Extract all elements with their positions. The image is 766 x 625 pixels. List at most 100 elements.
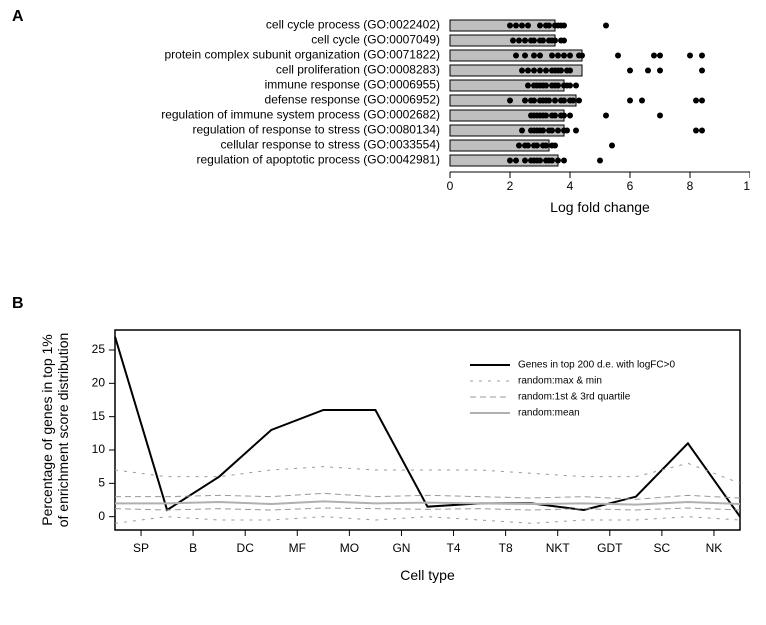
legend-label: random:max & min: [518, 376, 602, 387]
dot: [519, 128, 525, 134]
dot: [567, 83, 573, 89]
x-tick-label: MF: [289, 541, 306, 555]
dot: [552, 113, 558, 119]
dot: [543, 83, 549, 89]
panel-a-label: A: [12, 8, 24, 26]
dot: [525, 68, 531, 74]
category-label: regulation of apoptotic process (GO:0042…: [197, 153, 440, 167]
dot: [531, 38, 537, 44]
dot: [657, 53, 663, 59]
legend-label: random:1st & 3rd quartile: [518, 392, 631, 403]
dot: [699, 98, 705, 104]
y-tick-label: 5: [98, 476, 105, 490]
dot: [540, 38, 546, 44]
dot: [510, 38, 516, 44]
panel-b-label: B: [12, 295, 24, 313]
dot: [555, 83, 561, 89]
series-q1q3-upper: [115, 493, 740, 499]
dot: [540, 128, 546, 134]
dot: [516, 38, 522, 44]
dot: [522, 158, 528, 164]
dot: [615, 53, 621, 59]
category-label: protein complex subunit organization (GO…: [165, 48, 441, 62]
dot: [603, 23, 609, 29]
svg-text:Percentage of genes in top 1%: Percentage of genes in top 1%: [40, 334, 55, 525]
dot: [693, 128, 699, 134]
category-label: regulation of response to stress (GO:008…: [193, 123, 440, 137]
category-label: cell cycle (GO:0007049): [311, 33, 440, 47]
dot: [567, 113, 573, 119]
dot: [570, 98, 576, 104]
dot: [567, 53, 573, 59]
dot: [531, 53, 537, 59]
dot: [561, 23, 567, 29]
dot: [537, 53, 543, 59]
dot: [552, 98, 558, 104]
dot: [645, 68, 651, 74]
legend-label: random:mean: [518, 408, 580, 419]
dot: [546, 98, 552, 104]
dot: [543, 113, 549, 119]
dot: [537, 68, 543, 74]
x-tick-label: B: [189, 541, 197, 555]
dot: [555, 158, 561, 164]
x-tick-label: 2: [507, 179, 514, 193]
legend-label: Genes in top 200 d.e. with logFC>0: [518, 360, 675, 371]
dot: [627, 68, 633, 74]
dot: [561, 158, 567, 164]
category-label: regulation of immune system process (GO:…: [161, 108, 440, 122]
dot: [699, 68, 705, 74]
dot: [573, 83, 579, 89]
x-tick-label: 8: [687, 179, 694, 193]
x-tick-label: 6: [627, 179, 634, 193]
dot: [657, 113, 663, 119]
x-tick-label: SC: [654, 541, 671, 555]
dot: [573, 128, 579, 134]
x-tick-label: T4: [447, 541, 461, 555]
dot: [552, 38, 558, 44]
dot: [519, 23, 525, 29]
dot: [561, 113, 567, 119]
panel-a-chart: cell cycle process (GO:0022402)cell cycl…: [40, 8, 750, 288]
dot: [552, 143, 558, 149]
dot: [522, 98, 528, 104]
dot: [603, 113, 609, 119]
dot: [543, 68, 549, 74]
x-tick-label: T8: [499, 541, 513, 555]
dot: [507, 98, 513, 104]
dot: [531, 98, 537, 104]
y-axis-label: Percentage of genes in top 1%of enrichme…: [40, 333, 71, 528]
dot: [555, 128, 561, 134]
x-tick-label: MO: [340, 541, 359, 555]
dot: [513, 23, 519, 29]
x-tick-label: DC: [237, 541, 255, 555]
dot: [597, 158, 603, 164]
dot: [537, 158, 543, 164]
x-tick-label: NK: [706, 541, 723, 555]
x-tick-label: 4: [567, 179, 574, 193]
category-label: immune response (GO:0006955): [265, 78, 440, 92]
dot: [627, 98, 633, 104]
dot: [651, 53, 657, 59]
dot: [513, 158, 519, 164]
dot: [699, 128, 705, 134]
category-label: cell cycle process (GO:0022402): [266, 18, 440, 32]
dot: [522, 53, 528, 59]
dot: [579, 53, 585, 59]
series-mean: [115, 501, 740, 504]
y-tick-label: 0: [98, 509, 105, 523]
dot: [516, 143, 522, 149]
dot: [555, 53, 561, 59]
panel-b-chart: 0510152025SPBDCMFMOGNT4T8NKTGDTSCNKGenes…: [40, 320, 750, 610]
dot: [564, 128, 570, 134]
dot: [693, 98, 699, 104]
x-tick-label: NKT: [546, 541, 571, 555]
dot: [549, 53, 555, 59]
x-tick-label: 10: [743, 179, 750, 193]
dot: [699, 53, 705, 59]
x-tick-label: GN: [392, 541, 410, 555]
dot: [609, 143, 615, 149]
dot: [534, 143, 540, 149]
series-maxmin-lower: [115, 517, 740, 524]
dot: [567, 68, 573, 74]
